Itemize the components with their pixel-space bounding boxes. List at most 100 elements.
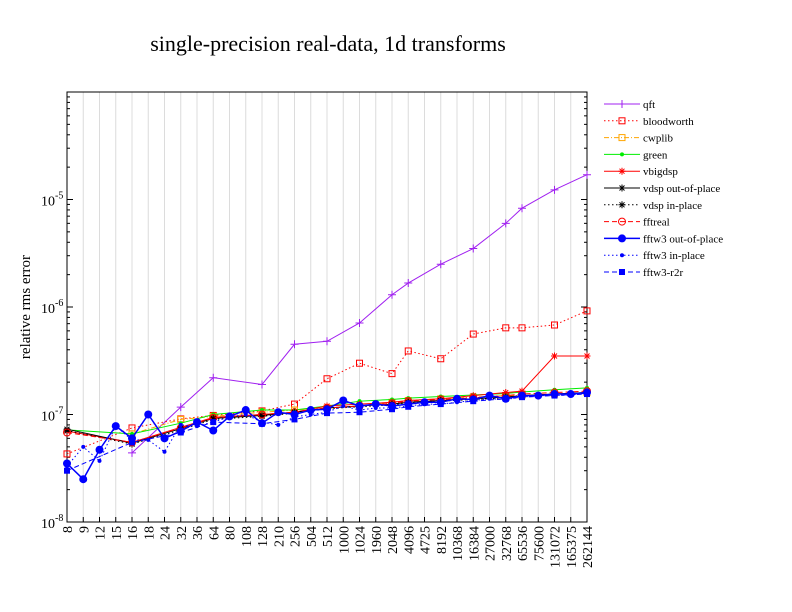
- legend-marker: [620, 152, 624, 157]
- y-tick-label: 10-8: [41, 513, 63, 532]
- data-point: [584, 391, 590, 398]
- data-point: [63, 459, 71, 468]
- data-point: [64, 467, 70, 474]
- x-tick-label: 27000: [484, 526, 499, 561]
- series-fftw3-r2r: [64, 391, 590, 474]
- data-point: [339, 396, 348, 405]
- y-axis: 10-8 10-7 10-6 10-5: [41, 96, 587, 532]
- data-point: [209, 373, 218, 382]
- y-tick-label: 10-5: [41, 191, 63, 210]
- data-point: [81, 444, 86, 449]
- data-point: [241, 406, 250, 415]
- data-point: [176, 403, 185, 412]
- legend-entry-fftw3-out-of-place: fftw3 out-of-place: [604, 233, 723, 245]
- data-point: [291, 416, 298, 423]
- x-tick-label: 8: [61, 526, 76, 533]
- data-point: [501, 219, 510, 228]
- legend-marker: [619, 269, 625, 275]
- data-point: [453, 394, 461, 403]
- legend-label: fftreal: [643, 217, 670, 229]
- legend-marker: [618, 201, 626, 209]
- data-point: [373, 405, 378, 410]
- data-point: [583, 170, 591, 179]
- data-point: [276, 422, 281, 427]
- x-tick-label: 128: [256, 526, 271, 547]
- data-point: [389, 406, 395, 413]
- data-point: [551, 352, 558, 360]
- data-point: [583, 352, 591, 360]
- data-point: [388, 370, 396, 378]
- data-point: [324, 410, 330, 417]
- data-point: [551, 321, 558, 329]
- legend-marker: [618, 117, 626, 125]
- legend-label: fftw3-r2r: [643, 267, 683, 279]
- data-point: [65, 464, 69, 469]
- data-point: [388, 290, 396, 299]
- data-point: [177, 429, 184, 436]
- x-tick-label: 8192: [435, 526, 450, 554]
- data-point: [258, 412, 266, 420]
- y-axis-label: relative rms error: [18, 255, 34, 359]
- data-point: [341, 403, 346, 408]
- x-tick-label: 16384: [467, 526, 482, 561]
- data-point: [502, 395, 509, 402]
- data-point: [227, 414, 232, 419]
- data-point: [551, 392, 558, 399]
- legend-entry-qft: qft: [604, 99, 655, 111]
- legend-entry-cwplib: cwplib: [604, 133, 673, 145]
- grid: [66, 92, 588, 522]
- legend-entry-vbigdsp: vbigdsp: [604, 166, 678, 178]
- data-point: [536, 393, 541, 398]
- x-tick-label: 12: [94, 526, 109, 540]
- data-point: [485, 391, 494, 400]
- legend-label: green: [643, 149, 668, 161]
- data-point: [63, 428, 71, 437]
- x-tick-label: 165375: [565, 526, 580, 568]
- data-point: [455, 400, 459, 405]
- data-point: [356, 359, 363, 367]
- data-point: [323, 337, 331, 346]
- data-point: [129, 439, 135, 446]
- x-tick-label: 18: [142, 526, 157, 540]
- x-tick-label: 15: [110, 526, 125, 540]
- legend-marker: [620, 253, 624, 258]
- data-point: [436, 260, 445, 269]
- series-line: [66, 310, 588, 455]
- data-point: [162, 449, 167, 454]
- x-tick-label: 4096: [402, 526, 417, 554]
- legend-label: fftw3 in-place: [643, 250, 705, 262]
- legend-label: vdsp out-of-place: [643, 183, 720, 195]
- y-tick-label: 10-7: [41, 406, 63, 425]
- data-point: [355, 318, 364, 327]
- x-tick-label: 1024: [354, 526, 369, 554]
- data-point: [97, 458, 102, 463]
- x-tick-label: 24: [159, 526, 174, 540]
- data-point: [79, 475, 88, 484]
- legend-label: bloodworth: [643, 116, 694, 128]
- x-tick-label: 210: [272, 526, 287, 547]
- data-point: [274, 408, 283, 417]
- data-point: [95, 445, 104, 454]
- legend-entry-bloodworth: bloodworth: [604, 116, 694, 128]
- x-tick-label: 108: [240, 526, 255, 547]
- data-point: [258, 410, 266, 419]
- legend-entry-fftw3-r2r: fftw3-r2r: [604, 267, 683, 279]
- legend-marker: [618, 167, 626, 175]
- data-point: [243, 412, 248, 417]
- data-point: [290, 340, 299, 349]
- series-line: [66, 393, 588, 472]
- x-tick-label: 256: [289, 526, 304, 547]
- x-tick-label: 65536: [516, 526, 531, 561]
- data-point: [470, 398, 477, 405]
- legend-label: fftw3 out-of-place: [643, 233, 723, 245]
- data-point: [128, 448, 136, 457]
- data-point: [437, 401, 444, 408]
- legend-label: qft: [643, 99, 655, 111]
- data-point: [323, 375, 331, 383]
- data-point: [404, 347, 412, 355]
- series-group: [63, 170, 591, 484]
- x-tick-label: 10368: [451, 526, 466, 561]
- legend-label: vdsp in-place: [643, 200, 702, 212]
- legend-label: cwplib: [643, 133, 673, 145]
